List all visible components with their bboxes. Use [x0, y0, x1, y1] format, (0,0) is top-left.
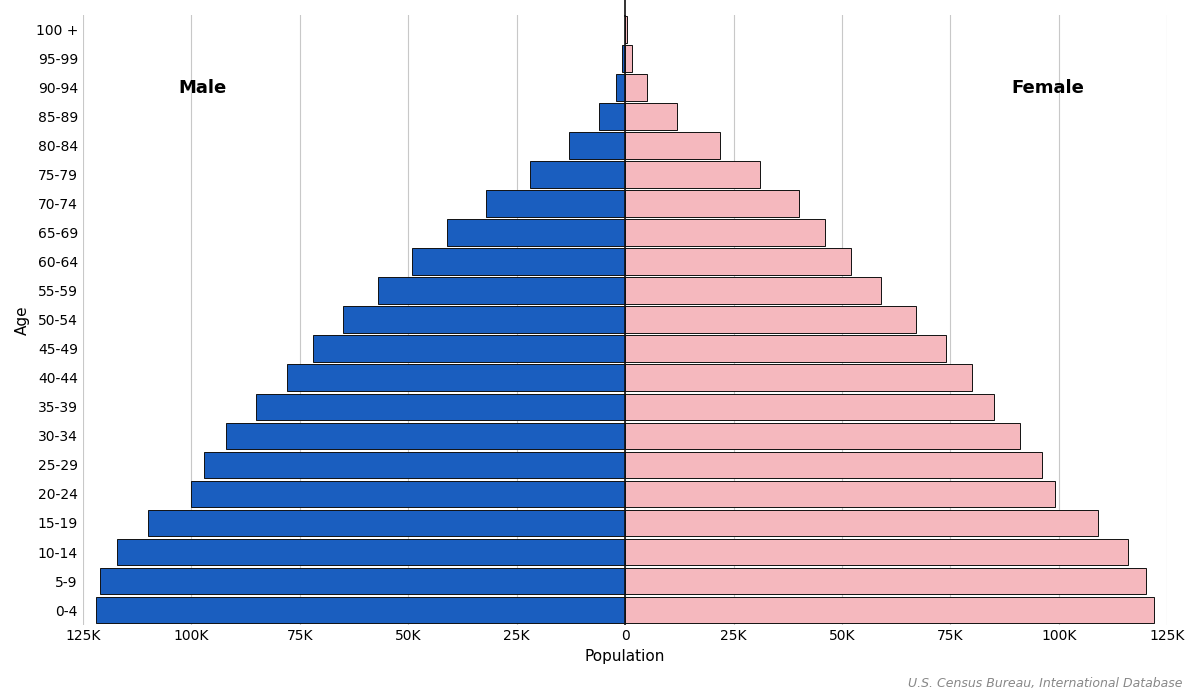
- Bar: [625, 335, 946, 362]
- Bar: [257, 393, 625, 420]
- Bar: [625, 190, 798, 217]
- Bar: [486, 190, 625, 217]
- Bar: [625, 277, 881, 304]
- Bar: [599, 103, 625, 130]
- Bar: [413, 248, 625, 275]
- Bar: [625, 510, 1098, 536]
- Text: Male: Male: [178, 78, 227, 97]
- Bar: [625, 423, 1020, 449]
- Bar: [625, 74, 647, 101]
- Bar: [625, 481, 1055, 508]
- Bar: [569, 132, 625, 159]
- Bar: [313, 335, 625, 362]
- Bar: [191, 481, 625, 508]
- Bar: [204, 452, 625, 478]
- Bar: [625, 393, 994, 420]
- Bar: [625, 568, 1146, 594]
- Bar: [625, 219, 824, 246]
- Text: Female: Female: [1012, 78, 1085, 97]
- Bar: [529, 161, 625, 188]
- Y-axis label: Age: Age: [14, 305, 30, 335]
- Bar: [625, 596, 1154, 624]
- Text: U.S. Census Bureau, International Database: U.S. Census Bureau, International Databa…: [907, 676, 1182, 690]
- Bar: [448, 219, 625, 246]
- Bar: [625, 307, 916, 333]
- Bar: [100, 568, 625, 594]
- Bar: [378, 277, 625, 304]
- Bar: [625, 452, 1042, 478]
- Bar: [287, 365, 625, 391]
- Bar: [617, 74, 625, 101]
- Bar: [625, 161, 760, 188]
- Bar: [343, 307, 625, 333]
- Bar: [625, 132, 720, 159]
- Bar: [625, 103, 677, 130]
- Bar: [96, 596, 625, 624]
- Bar: [625, 16, 626, 43]
- Bar: [625, 365, 972, 391]
- Bar: [623, 46, 625, 72]
- Bar: [226, 423, 625, 449]
- Bar: [625, 539, 1128, 566]
- Bar: [118, 539, 625, 566]
- Bar: [148, 510, 625, 536]
- Bar: [625, 46, 631, 72]
- X-axis label: Population: Population: [584, 649, 665, 664]
- Bar: [625, 248, 851, 275]
